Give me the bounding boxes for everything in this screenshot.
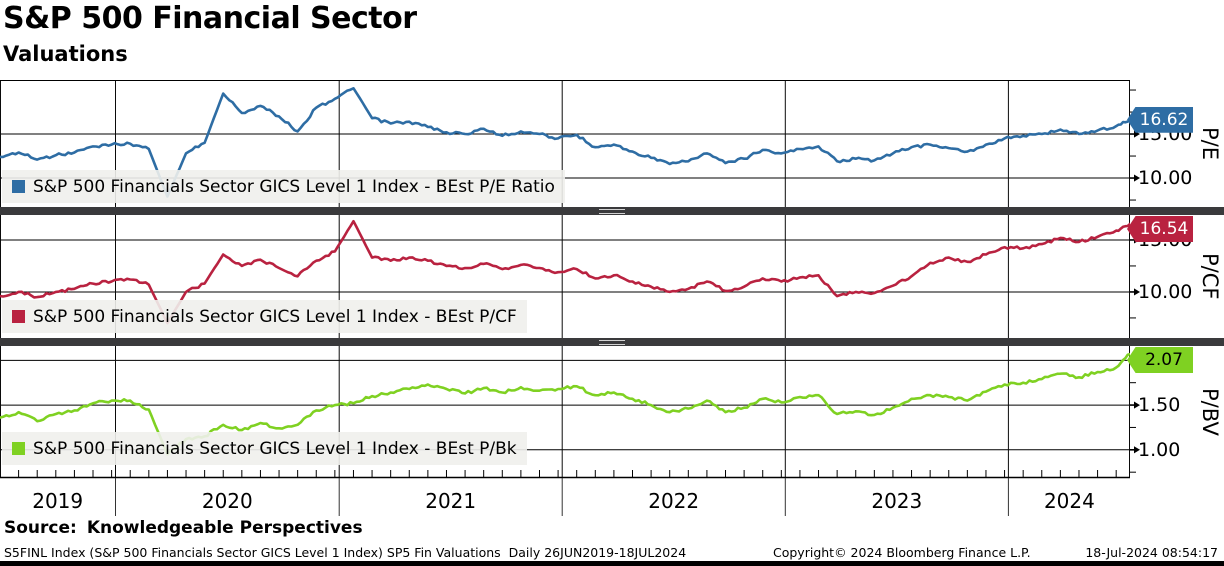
legend-item[interactable]: S&P 500 Financials Sector GICS Level 1 I…: [2, 170, 565, 203]
legend-item[interactable]: S&P 500 Financials Sector GICS Level 1 I…: [2, 432, 527, 465]
legend-label: S&P 500 Financials Sector GICS Level 1 I…: [33, 176, 555, 197]
last-value-flag: 16.54: [1127, 216, 1193, 242]
legend-label: S&P 500 Financials Sector GICS Level 1 I…: [33, 306, 517, 327]
footer-copyright: Copyright© 2024 Bloomberg Finance L.P.: [773, 545, 1031, 560]
y-tick-label: 10.00: [1138, 280, 1193, 303]
x-axis-year-label: 2021: [425, 489, 477, 513]
y-tick-label: 1.50: [1138, 394, 1181, 417]
source-text: Knowledgeable Perspectives: [86, 518, 363, 538]
y-tick-label: 10.00: [1138, 167, 1193, 190]
x-axis-year-label: 2020: [201, 489, 253, 513]
series-line-pcf: [0, 219, 1130, 325]
y-axis-title: P/CF: [1198, 253, 1222, 300]
divider-grip-icon[interactable]: [599, 209, 625, 214]
legend-swatch-icon: [12, 310, 25, 323]
legend-swatch-icon: [12, 180, 25, 193]
y-tick-label: 1.00: [1138, 438, 1181, 461]
footer-timestamp: 18-Jul-2024 08:54:17: [1085, 545, 1218, 560]
legend-swatch-icon: [12, 442, 25, 455]
divider-grip-icon[interactable]: [599, 340, 625, 345]
page-title: S&P 500 Financial Sector: [3, 1, 417, 36]
series-line-pe: [0, 87, 1130, 198]
footer-ticker-info: S5FINL Index (S&P 500 Financials Sector …: [4, 545, 687, 560]
bottom-bar: [0, 561, 1224, 566]
source-line: Source: Knowledgeable Perspectives: [4, 518, 363, 538]
x-axis-year-label: 2023: [871, 489, 923, 513]
y-axis-title: P/E: [1198, 126, 1222, 160]
y-axis-title: P/BV: [1198, 388, 1222, 436]
source-label: Source:: [4, 518, 77, 538]
x-axis-year-label: 2024: [1043, 489, 1095, 513]
legend-label: S&P 500 Financials Sector GICS Level 1 I…: [33, 438, 517, 459]
x-axis-year-label: 2022: [648, 489, 700, 513]
panel-resize-divider[interactable]: [0, 338, 1224, 346]
last-value-flag: 16.62: [1127, 106, 1193, 133]
legend-item[interactable]: S&P 500 Financials Sector GICS Level 1 I…: [2, 300, 527, 333]
last-value-flag: 2.07: [1127, 347, 1193, 373]
x-axis-year-label: 2019: [32, 489, 84, 513]
panel-resize-divider[interactable]: [0, 207, 1224, 215]
page-subtitle: Valuations: [3, 42, 128, 66]
